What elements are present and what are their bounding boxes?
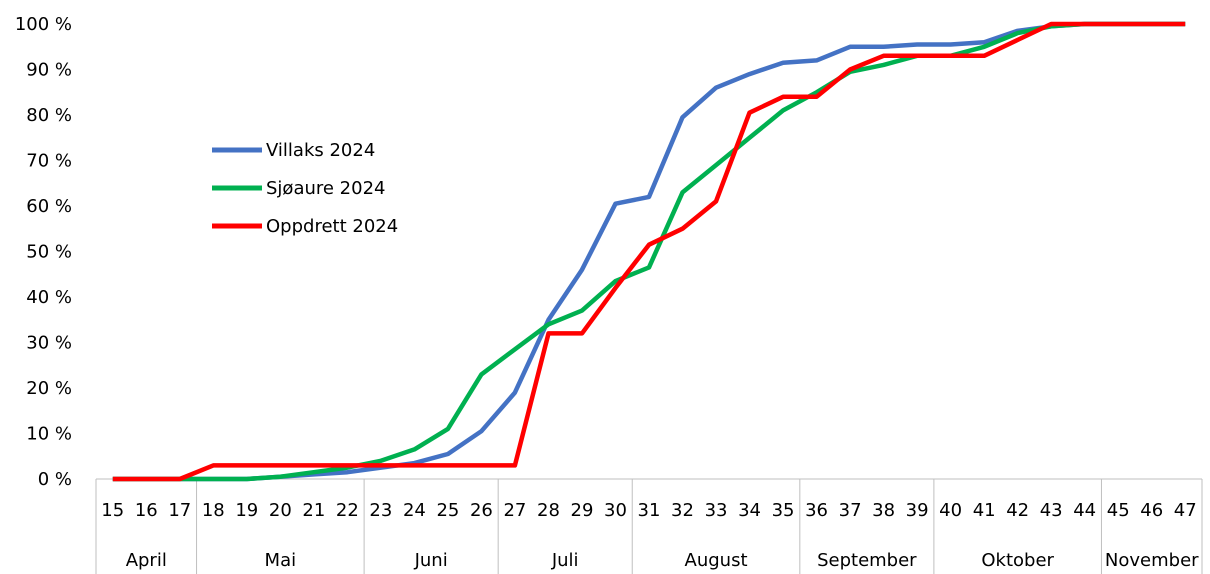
legend-label: Oppdrett 2024 xyxy=(266,216,398,237)
month-label: Juli xyxy=(551,550,579,571)
week-tick-label: 18 xyxy=(202,500,225,521)
week-tick-label: 47 xyxy=(1174,500,1197,521)
week-tick-label: 44 xyxy=(1073,500,1096,521)
week-tick-label: 36 xyxy=(805,500,828,521)
week-tick-label: 17 xyxy=(168,500,191,521)
x-axis: 15 16 17 18 19 20 21 22 23 24 25 26 27 28 29 30 31 32 33 34… xyxy=(95,478,1203,574)
week-tick-label: 42 xyxy=(1006,500,1029,521)
week-tick-label: 22 xyxy=(336,500,359,521)
week-tick-label: 27 xyxy=(503,500,526,521)
week-tick-label: 33 xyxy=(705,500,728,521)
series-line-sj-aure-2024 xyxy=(112,21,1186,482)
y-tick-label: 60 % xyxy=(26,196,72,217)
y-tick-label: 40 % xyxy=(26,287,72,308)
week-tick-label: 39 xyxy=(906,500,929,521)
y-tick-label: 30 % xyxy=(26,333,72,354)
week-tick-label: 34 xyxy=(738,500,761,521)
week-tick-label: 38 xyxy=(872,500,895,521)
week-tick-label: 37 xyxy=(839,500,862,521)
week-tick-label: 24 xyxy=(403,500,426,521)
series-line-villaks-2024 xyxy=(112,21,1186,482)
series-line-oppdrett-2024 xyxy=(112,21,1186,482)
y-tick-label: 90 % xyxy=(26,60,72,81)
y-tick-label: 80 % xyxy=(26,105,72,126)
week-tick-label: 41 xyxy=(973,500,996,521)
month-label: Juni xyxy=(414,550,448,571)
week-tick-label: 35 xyxy=(772,500,795,521)
y-tick-label: 10 % xyxy=(26,424,72,445)
y-tick-label: 50 % xyxy=(26,242,72,263)
week-tick-label: 28 xyxy=(537,500,560,521)
week-tick-label: 19 xyxy=(235,500,258,521)
plot-area xyxy=(112,21,1186,482)
legend-label: Villaks 2024 xyxy=(266,140,375,161)
y-axis: 0 % 10 % 20 % 30 % 40 % 50 % 60 % 70 % 80 % 90 % 1… xyxy=(15,14,72,490)
week-tick-label: 20 xyxy=(269,500,292,521)
week-tick-label: 40 xyxy=(939,500,962,521)
month-label: September xyxy=(817,550,917,571)
month-label: Mai xyxy=(265,550,297,571)
week-tick-label: 16 xyxy=(135,500,158,521)
y-tick-label: 100 % xyxy=(15,14,72,35)
week-tick-label: 21 xyxy=(302,500,325,521)
month-label: November xyxy=(1105,550,1199,571)
y-tick-label: 0 % xyxy=(38,469,72,490)
week-tick-label: 25 xyxy=(436,500,459,521)
week-tick-label: 29 xyxy=(571,500,594,521)
legend-label: Sjøaure 2024 xyxy=(266,178,386,199)
week-tick-label: 43 xyxy=(1040,500,1063,521)
month-label: Oktober xyxy=(981,550,1054,571)
week-tick-label: 30 xyxy=(604,500,627,521)
week-tick-label: 46 xyxy=(1140,500,1163,521)
week-tick-label: 31 xyxy=(638,500,661,521)
week-tick-label: 15 xyxy=(101,500,124,521)
week-tick-label: 32 xyxy=(671,500,694,521)
month-label: April xyxy=(126,550,167,571)
y-tick-label: 20 % xyxy=(26,378,72,399)
week-tick-label: 26 xyxy=(470,500,493,521)
legend: Villaks 2024 Sjøaure 2024 Oppdrett 2024 xyxy=(212,140,398,237)
week-tick-label: 23 xyxy=(369,500,392,521)
y-tick-label: 70 % xyxy=(26,151,72,172)
month-label: August xyxy=(685,550,748,571)
week-tick-label: 45 xyxy=(1107,500,1130,521)
